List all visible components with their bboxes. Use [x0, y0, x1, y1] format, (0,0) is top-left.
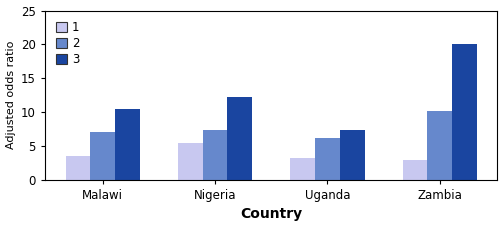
Bar: [403, 160, 428, 180]
Y-axis label: Adjusted odds ratio: Adjusted odds ratio: [6, 41, 16, 149]
Bar: [178, 143, 203, 180]
Bar: [315, 138, 340, 180]
Bar: [91, 133, 115, 180]
Bar: [227, 96, 252, 180]
Bar: [65, 156, 91, 180]
Bar: [428, 111, 452, 180]
Bar: [115, 109, 140, 180]
Bar: [452, 44, 477, 180]
Bar: [203, 131, 227, 180]
Bar: [340, 131, 365, 180]
X-axis label: Country: Country: [240, 207, 302, 222]
Bar: [290, 158, 315, 180]
Legend: 1, 2, 3: 1, 2, 3: [51, 17, 85, 71]
